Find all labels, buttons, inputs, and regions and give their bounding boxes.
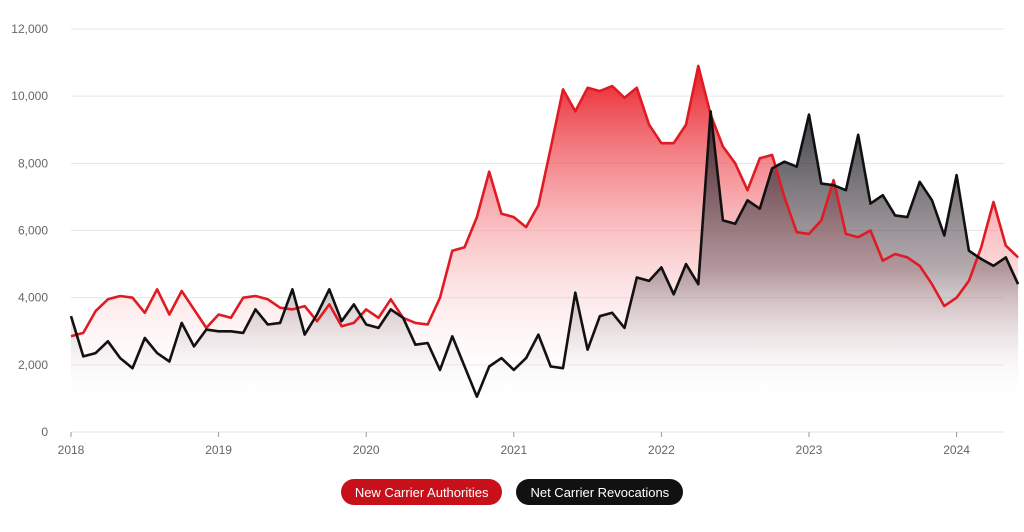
y-tick-label: 4,000 <box>18 291 48 305</box>
legend-item-new-carrier-authorities[interactable]: New Carrier Authorities <box>340 479 503 505</box>
y-tick-label: 10,000 <box>11 89 48 103</box>
series-line-0 <box>70 64 1019 338</box>
x-axis: 2018 2019 2020 2021 2022 2023 2024 <box>58 432 970 457</box>
x-tick-label: 2020 <box>353 443 380 457</box>
y-tick-label: 12,000 <box>11 22 48 36</box>
y-tick-label: 2,000 <box>18 358 48 372</box>
x-tick-label: 2019 <box>205 443 232 457</box>
y-tick-label: 6,000 <box>18 224 48 238</box>
series-lines <box>69 64 1020 398</box>
y-axis: 0 2,000 4,000 6,000 8,000 10,000 12,000 <box>11 22 48 439</box>
x-tick-label: 2024 <box>943 443 970 457</box>
legend-item-net-carrier-revocations[interactable]: Net Carrier Revocations <box>516 479 684 505</box>
x-tick-label: 2018 <box>58 443 85 457</box>
y-tick-label: 8,000 <box>18 156 48 170</box>
x-tick-label: 2023 <box>796 443 823 457</box>
x-tick-label: 2021 <box>500 443 527 457</box>
legend: New Carrier Authorities Net Carrier Revo… <box>0 479 1024 505</box>
y-tick-label: 0 <box>41 425 48 439</box>
series-line-1 <box>69 110 1020 398</box>
x-tick-label: 2022 <box>648 443 675 457</box>
